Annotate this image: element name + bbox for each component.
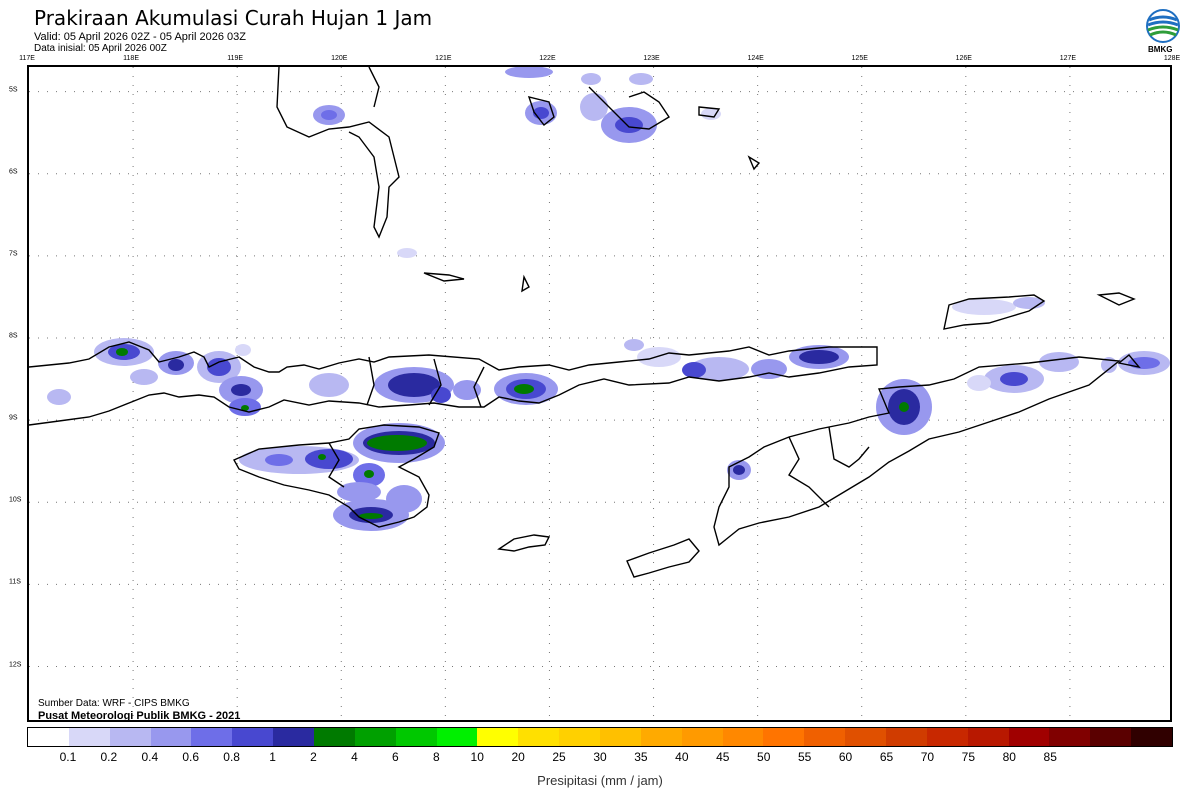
legend-swatch: [68, 728, 110, 746]
legend-value-label: 0.4: [141, 750, 159, 764]
legend-swatch: [1131, 728, 1173, 746]
legend-swatch: [354, 728, 396, 746]
publisher: Pusat Meteorologi Publik BMKG - 2021: [38, 710, 241, 722]
legend-value-label: 55: [797, 750, 812, 764]
legend-swatch: [600, 728, 641, 746]
latitude-label: 5S: [9, 86, 18, 94]
latitude-label: 12S: [9, 661, 22, 668]
longitude-label: 122E: [539, 55, 556, 62]
legend-swatch: [477, 728, 519, 746]
legend-swatch: [150, 728, 192, 746]
legend-value-label: 40: [675, 750, 689, 764]
legend-swatch: [722, 728, 764, 746]
legend-value-label: 75: [961, 750, 976, 764]
legend-swatch: [845, 728, 887, 746]
legend-swatch: [232, 728, 274, 746]
legend-value-label: 35: [634, 750, 648, 764]
longitude-label: 121E: [435, 55, 452, 62]
legend-value-label: 1: [269, 750, 276, 764]
longitude-label: 124E: [747, 55, 764, 62]
legend-value-label: 10: [470, 750, 484, 764]
legend-value-label: 50: [757, 750, 771, 764]
legend-swatch: [314, 728, 355, 746]
legend-swatch: [1008, 728, 1050, 746]
legend-swatch: [395, 728, 437, 746]
longitude-label: 126E: [955, 55, 972, 62]
initial-data-time: Data inisial: 05 April 2026 00Z: [34, 43, 167, 54]
legend-swatch: [967, 728, 1009, 746]
legend-value-label: 4: [351, 750, 358, 764]
legend-value-label: 8: [432, 750, 440, 764]
latitude-label: 7S: [9, 250, 18, 258]
longitude-label: 118E: [123, 55, 139, 62]
map-area[interactable]: [27, 65, 1172, 722]
legend-swatch: [926, 728, 968, 746]
legend-value-label: 70: [920, 750, 935, 764]
bmkg-logo-icon: [1146, 9, 1180, 43]
legend-title: Presipitasi (mm / jam): [537, 773, 663, 788]
legend-value-label: 6: [392, 750, 399, 764]
legend-swatch: [109, 728, 151, 746]
coastlines: [29, 67, 1141, 578]
latitude-label: 11S: [9, 578, 21, 586]
longitude-label: 127E: [1059, 55, 1077, 62]
legend-swatch: [559, 728, 601, 746]
valid-time: Valid: 05 April 2026 02Z - 05 April 2026…: [34, 31, 246, 43]
legend-value-label: 2: [310, 750, 317, 764]
legend-value-label: 20: [511, 750, 525, 764]
latitude-label: 6S: [9, 168, 18, 176]
legend-swatch: [436, 728, 478, 746]
logo-text: BMKG: [1148, 45, 1173, 54]
longitude-label: 117E: [19, 55, 35, 62]
color-legend: [27, 727, 1173, 747]
legend-swatch: [763, 728, 805, 746]
longitude-label: 120E: [331, 55, 348, 62]
map-canvas: [29, 67, 1170, 720]
legend-swatch: [640, 728, 682, 746]
legend-value-label: 45: [716, 750, 730, 764]
legend-swatch: [804, 728, 846, 746]
data-source: Sumber Data: WRF - CIPS BMKG: [38, 698, 190, 709]
legend-swatch: [681, 728, 723, 746]
longitude-label: 125E: [851, 55, 868, 62]
legend-swatch: [28, 728, 69, 746]
precipitation-field: [47, 67, 1170, 531]
latitude-label: 9S: [9, 414, 18, 422]
legend-swatch: [273, 728, 315, 746]
legend-swatch: [1049, 728, 1091, 746]
legend-value-label: 0.2: [100, 750, 118, 764]
longitude-label: 119E: [227, 55, 244, 62]
legend-value-label: 60: [838, 750, 853, 764]
legend-swatch: [886, 728, 927, 746]
legend-value-label: 30: [593, 750, 607, 764]
gridlines: [29, 67, 1170, 720]
latitude-label: 8S: [9, 332, 18, 340]
legend-swatch: [191, 728, 233, 746]
legend-value-label: 25: [552, 750, 566, 764]
longitude-label: 123E: [643, 55, 660, 62]
longitude-label: 128E: [1163, 55, 1181, 62]
legend-value-label: 0.6: [182, 750, 200, 764]
map-title: Prakiraan Akumulasi Curah Hujan 1 Jam: [34, 6, 433, 30]
legend-value-label: 0.8: [223, 750, 240, 764]
legend-value-label: 80: [1002, 750, 1016, 764]
legend-value-label: 85: [1043, 750, 1057, 764]
latitude-label: 10S: [9, 496, 22, 504]
legend-swatch: [518, 728, 560, 746]
legend-value-label: 65: [879, 750, 894, 764]
legend-swatch: [1090, 728, 1132, 746]
legend-value-label: 0.1: [59, 750, 77, 764]
